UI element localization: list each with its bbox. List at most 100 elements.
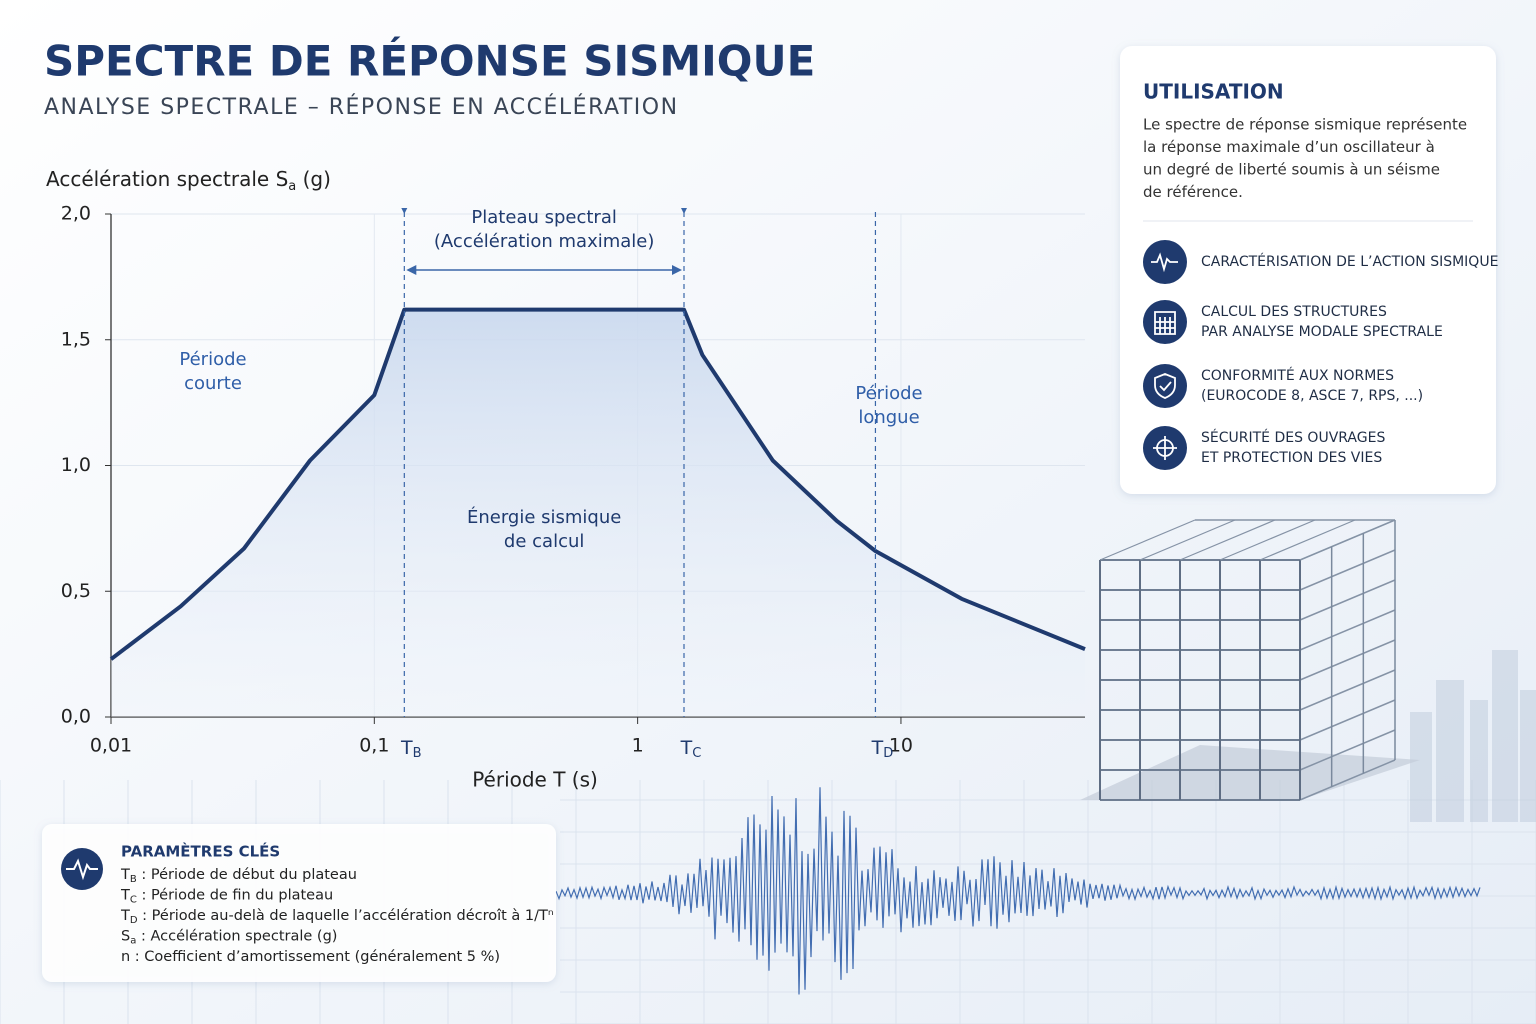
area [111,309,1085,717]
annotation: courte [184,373,242,394]
y-tick-label: 0,0 [61,706,91,728]
parameter-text: : Période de début du plateau [137,867,357,883]
parameters-icon [61,848,103,890]
building-roof [1099,519,1196,561]
parameter-text: : Période au-delà de laquelle l’accéléra… [138,908,554,924]
y-axis-label-part: a [288,179,296,194]
parameter-row: TC : Période de fin du plateau [120,888,333,906]
y-tick-label: 0,5 [61,580,91,602]
building-base [1080,745,1420,800]
usage-item: CALCUL DES STRUCTURES [1201,304,1387,320]
parameter-text: : Accélération spectrale (g) [136,929,337,945]
spectrum-line [109,307,1086,661]
annotation: Plateau spectral [471,207,616,228]
building-beam [1299,729,1396,771]
y-tick-label: 1,0 [61,454,91,476]
usage-item: ET PROTECTION DES VIES [1201,450,1382,466]
period-marker-label: TD [871,737,894,761]
building-beam [1299,639,1396,681]
usage-text: la réponse maximale d’un oscillateur à [1143,138,1435,156]
usage-icon [1143,364,1187,408]
building-beam [1299,699,1396,741]
y-tick-label: 2,0 [61,203,91,225]
building-beam [1299,549,1396,591]
usage-text: un degré de liberté soumis à un séisme [1143,161,1440,179]
page-subtitle: ANALYSE SPECTRALE – RÉPONSE EN ACCÉLÉRAT… [44,94,679,120]
usage-content: UTILISATION Le spectre de réponse sismiqu… [1143,80,1498,470]
parameter-symbol: T [120,908,130,924]
parameter-symbol: T [120,888,130,904]
parameters-icon-glyph [66,858,98,881]
x-tick-label: 10 [889,735,913,757]
usage-text: Le spectre de réponse sismique représent… [1143,116,1467,134]
building-beam [1299,579,1396,621]
usage-title: UTILISATION [1143,80,1284,104]
skyline [1520,690,1536,822]
building-roof [1299,519,1396,561]
annotation: de calcul [504,531,584,552]
parameter-subscript: B [130,874,137,885]
skyline [1492,650,1518,822]
annotation: Période [855,383,922,404]
usage-icon [1143,240,1187,284]
usage-item: (EUROCODE 8, ASCE 7, RPS, ...) [1201,388,1423,404]
usage-icon-glyph [1154,373,1176,399]
marker-arrowhead [681,208,688,214]
marker-symbol: T [680,737,693,759]
marker-arrowhead [401,208,408,214]
skyline [1436,680,1464,822]
period-marker-label: TB [400,737,422,761]
parameter-row: n : Coefficient d’amortissement (général… [121,949,500,965]
y-axis-label: Accélération spectrale Sa (g) [46,167,331,194]
building-roof [1139,519,1236,561]
chart: 0,0 0,5 1,0 1,5 2,0 0,01 0,1 1 10 Accélération sp… [46,167,1086,792]
parameter-subscript: a [130,936,136,947]
annotation: (Accélération maximale) [434,231,654,252]
y-axis-label-part: (g) [296,167,331,191]
x-tick-label: 0,1 [359,735,389,757]
marker-subscript: B [413,746,422,761]
decoration [0,519,1536,1024]
parameter-subscript: D [130,915,138,926]
usage-icon-glyph [1151,252,1178,273]
parameter-row: TD : Période au-delà de laquelle l’accél… [120,908,554,926]
usage-text: de référence. [1143,183,1243,201]
parameter-row: Sa : Accélération spectrale (g) [121,929,337,947]
skyline [1410,712,1432,822]
parameter-text: : Coefficient d’amortissement (généralem… [130,949,500,965]
period-marker-label: TC [680,737,702,761]
y-axis-label-part: Accélération spectrale S [46,167,288,191]
usage-icon-glyph [1153,436,1177,460]
x-tick-label: 1 [632,735,644,757]
usage-item: CARACTÉRISATION DE L’ACTION SISMIQUE [1201,253,1498,270]
usage-item: CONFORMITÉ AUX NORMES [1201,367,1394,384]
page-title: SPECTRE DE RÉPONSE SISMIQUE [44,36,815,86]
parameter-symbol: n [121,949,130,965]
parameter-text: : Période de fin du plateau [137,888,333,904]
usage-icon-glyph [1154,311,1176,335]
annotation: Énergie sismique [467,506,621,528]
annotation: longue [858,407,919,428]
marker-symbol: T [871,737,884,759]
x-axis-label: Période T (s) [472,768,598,792]
marker-subscript: D [883,746,893,761]
seismogram [555,787,1481,995]
building-beam [1299,759,1396,801]
annotation: Période [179,349,246,370]
building-roof [1259,519,1356,561]
y-tick-label: 1,5 [61,328,91,350]
parameters-title: PARAMÈTRES CLÉS [121,842,280,861]
skyline [1470,700,1488,822]
parameter-row: TB : Période de début du plateau [120,867,357,885]
building-roof [1179,519,1276,561]
marker-symbol: T [400,737,413,759]
marker-subscript: C [692,746,701,761]
usage-item: PAR ANALYSE MODALE SPECTRALE [1201,324,1443,340]
parameter-symbol: T [120,867,130,883]
parameter-subscript: C [130,895,137,906]
parameters-panel [42,824,556,982]
parameter-symbol: S [121,929,130,945]
